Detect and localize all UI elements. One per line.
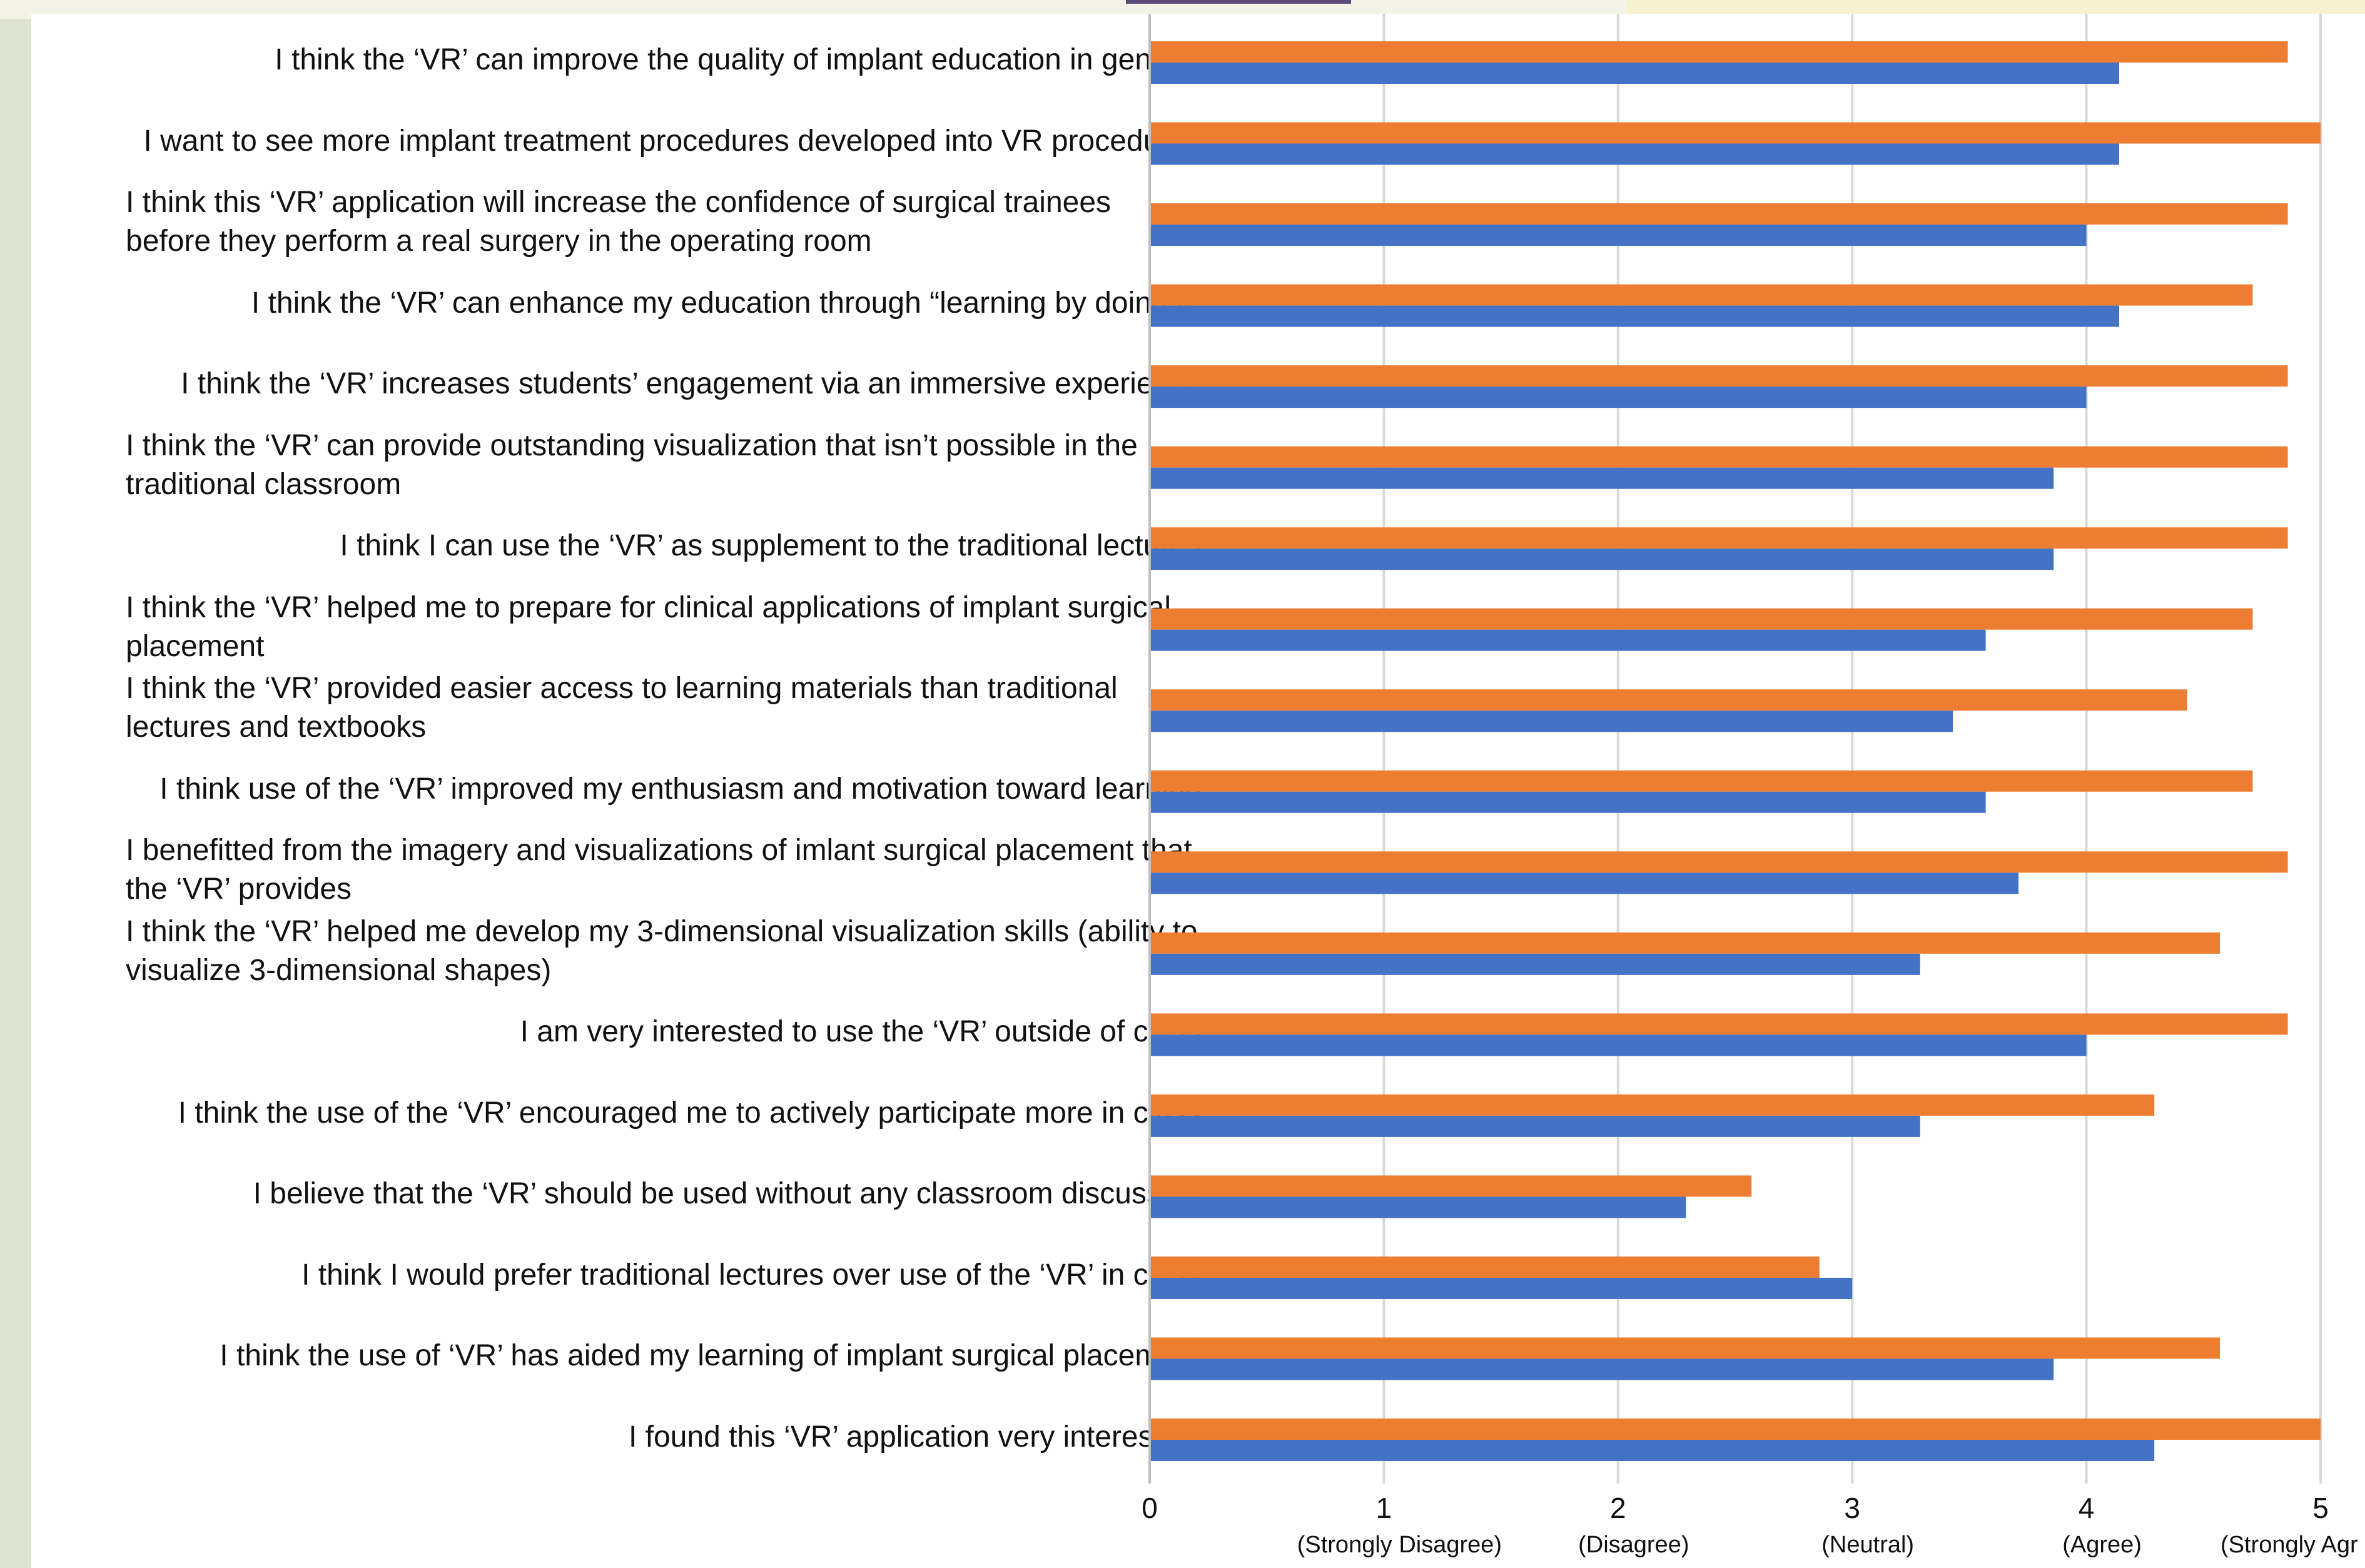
bar-blue-6 — [1150, 467, 2054, 489]
bar-blue-13 — [1150, 1034, 2087, 1056]
category-label-1: I think the ‘VR’ can improve the quality… — [275, 43, 1202, 76]
x-tick-sublabel-3: (Neutral) — [1821, 1532, 1914, 1558]
bar-orange-2 — [1150, 122, 2321, 144]
background-accent-yellow — [1626, 0, 2365, 14]
bar-chart: 0 1 (Strongly Disagree) 2 (Disagree) 3 (Neutra… — [1142, 14, 2358, 1558]
bar-blue-12 — [1150, 953, 1920, 975]
category-label-4: I think the ‘VR’ can enhance my educatio… — [251, 286, 1202, 320]
bar-blue-4 — [1150, 305, 2120, 327]
bar-orange-18 — [1150, 1419, 2321, 1440]
bar-orange-15 — [1150, 1175, 1752, 1197]
category-label-12: I think the ‘VR’ helped me develop my 3-… — [126, 914, 1198, 987]
bar-orange-11 — [1150, 851, 2288, 873]
bar-orange-3 — [1150, 203, 2288, 225]
bar-blue-1 — [1150, 63, 2120, 84]
bar-blue-10 — [1150, 791, 1986, 813]
category-label-14: I think the use of the ‘VR’ encouraged m… — [178, 1096, 1202, 1130]
bar-blue-11 — [1150, 873, 2019, 894]
bar-orange-10 — [1150, 770, 2253, 792]
category-label-15: I believe that the ‘VR’ should be used w… — [253, 1177, 1202, 1211]
bar-orange-8 — [1150, 608, 2253, 630]
x-tick-label-0: 0 — [1142, 1492, 1158, 1524]
bar-blue-8 — [1150, 629, 1986, 651]
bar-orange-13 — [1150, 1013, 2288, 1035]
bar-orange-16 — [1150, 1256, 1820, 1278]
category-label-7: I think I can use the ‘VR’ as supplement… — [340, 529, 1202, 563]
bar-orange-1 — [1150, 41, 2288, 63]
category-label-13: I am very interested to use the ‘VR’ out… — [520, 1015, 1202, 1049]
chart-panel: I think the ‘VR’ can improve the quality… — [31, 14, 2365, 1568]
category-label-18: I found this ‘VR’ application very inter… — [628, 1420, 1202, 1454]
bar-orange-4 — [1150, 284, 2253, 306]
bar-orange-17 — [1150, 1337, 2221, 1359]
bar-blue-15 — [1150, 1196, 1686, 1218]
bar-orange-7 — [1150, 527, 2288, 549]
x-tick-label-3: 3 — [1844, 1492, 1860, 1524]
bar-orange-14 — [1150, 1094, 2155, 1116]
bar-blue-7 — [1150, 549, 2054, 570]
category-label-2: I want to see more implant treatment pro… — [143, 124, 1202, 158]
category-label-9: I think the ‘VR’ provided easier access … — [126, 672, 1118, 744]
category-label-5: I think the ‘VR’ increases students’ eng… — [181, 367, 1202, 401]
bar-orange-5 — [1150, 365, 2288, 387]
bar-orange-12 — [1150, 932, 2221, 954]
category-label-10: I think use of the ‘VR’ improved my enth… — [160, 772, 1202, 806]
x-tick-label-1: 1 — [1376, 1492, 1392, 1524]
bar-orange-6 — [1150, 446, 2288, 468]
x-tick-label-4: 4 — [2079, 1492, 2095, 1524]
category-label-8: I think the ‘VR’ helped me to prepare fo… — [126, 590, 1172, 663]
x-tick-label-2: 2 — [1610, 1492, 1626, 1524]
category-label-3: I think this ‘VR’ application will incre… — [126, 186, 1112, 258]
category-label-6: I think the ‘VR’ can provide outstanding… — [126, 428, 1138, 501]
x-tick-sublabel-1: (Strongly Disagree) — [1297, 1532, 1502, 1558]
bar-blue-9 — [1150, 711, 1953, 732]
x-tick-sublabel-5: (Strongly Agr — [2221, 1532, 2358, 1558]
x-tick-sublabel-2: (Disagree) — [1578, 1532, 1689, 1558]
bar-blue-14 — [1150, 1115, 1920, 1137]
background-accent-purple — [1126, 0, 1351, 4]
category-label-17: I think the use of ‘VR’ has aided my lea… — [220, 1339, 1202, 1373]
bar-blue-18 — [1150, 1440, 2155, 1461]
bar-blue-16 — [1150, 1277, 1853, 1299]
bar-orange-9 — [1150, 689, 2187, 711]
category-label-11: I benefitted from the imagery and visual… — [126, 834, 1192, 906]
bar-blue-3 — [1150, 225, 2087, 246]
x-tick-sublabel-4: (Agree) — [2062, 1532, 2142, 1558]
bar-blue-17 — [1150, 1358, 2054, 1380]
bar-blue-2 — [1150, 143, 2120, 165]
x-tick-label-5: 5 — [2312, 1492, 2329, 1524]
category-label-16: I think I would prefer traditional lectu… — [301, 1258, 1202, 1292]
bar-blue-5 — [1150, 387, 2087, 408]
